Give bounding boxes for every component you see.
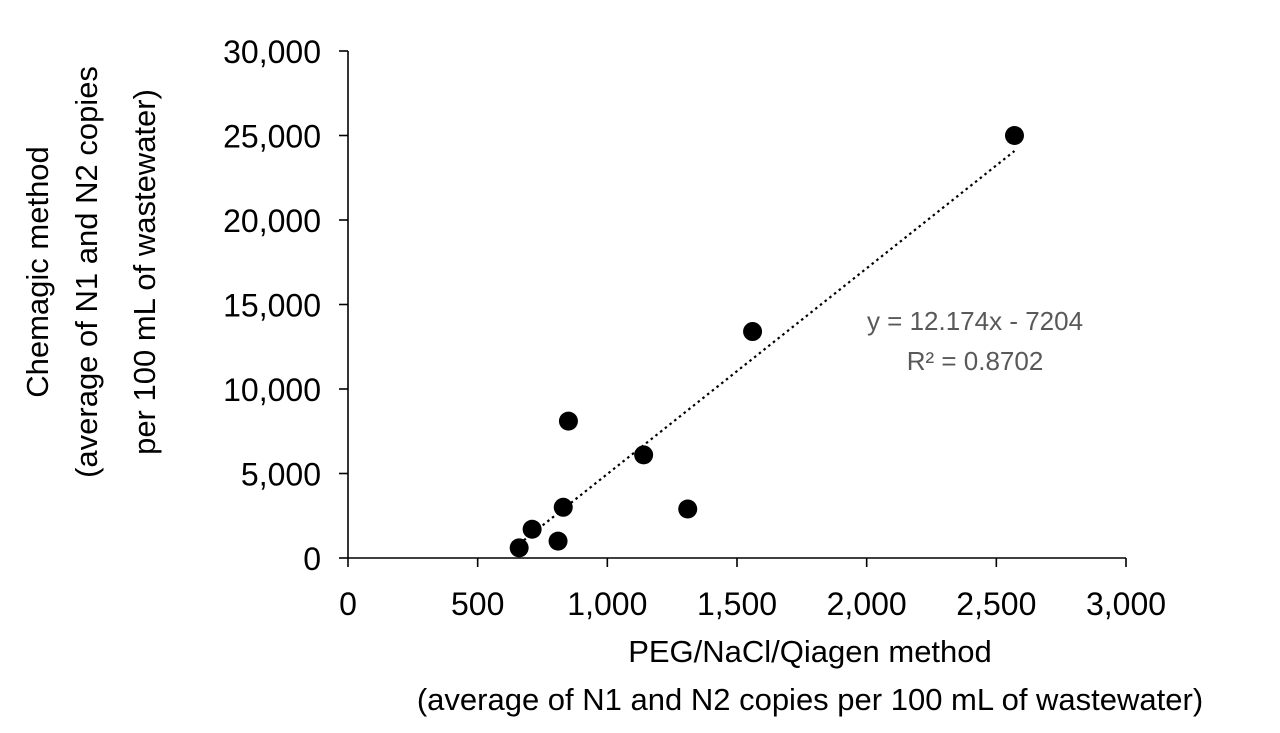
trendline-r2: R² = 0.8702: [907, 346, 1044, 376]
x-axis-subtitle: (average of N1 and N2 copies per 100 mL …: [417, 682, 1203, 717]
data-point: [743, 322, 763, 342]
axes: 0 5,000 10,000 15,000 20,000 25,000 30,000 0 500…: [223, 34, 1166, 622]
y-tick-label: 30,000: [223, 34, 321, 70]
y-tick-label: 10,000: [223, 372, 321, 408]
trendline-equation: y = 12.174x - 7204: [867, 306, 1083, 336]
x-tick-label: 2,500: [956, 586, 1036, 622]
data-point: [548, 531, 568, 551]
data-point: [509, 538, 529, 558]
y-axis-subtitle-line1: (average of N1 and N2 copies: [69, 66, 104, 478]
y-tick-label: 25,000: [223, 119, 321, 155]
x-tick-label: 0: [339, 586, 357, 622]
y-tick-label: 20,000: [223, 203, 321, 239]
data-point: [678, 499, 698, 519]
data-point: [558, 411, 578, 431]
y-axis-subtitle-line2: per 100 mL of wastewater): [127, 89, 162, 455]
x-tick-label: 500: [451, 586, 504, 622]
labels-layer: y = 12.174x - 7204 R² = 0.8702 PEG/NaCl/…: [20, 66, 1203, 717]
data-point: [1004, 126, 1024, 145]
y-tick-label: 5,000: [241, 457, 321, 493]
y-axis-title: Chemagic method: [20, 146, 55, 398]
x-tick-label: 1,000: [567, 586, 647, 622]
x-tick-label: 2,000: [827, 586, 907, 622]
x-tick-label: 1,500: [697, 586, 777, 622]
y-tick-label: 15,000: [223, 288, 321, 324]
y-tick-label: 0: [303, 541, 321, 577]
data-point: [634, 445, 654, 465]
data-points: [509, 126, 1024, 558]
x-axis-title: PEG/NaCl/Qiagen method: [628, 634, 992, 669]
data-point: [553, 497, 573, 517]
x-tick-label: 3,000: [1086, 586, 1166, 622]
data-point: [522, 519, 542, 539]
